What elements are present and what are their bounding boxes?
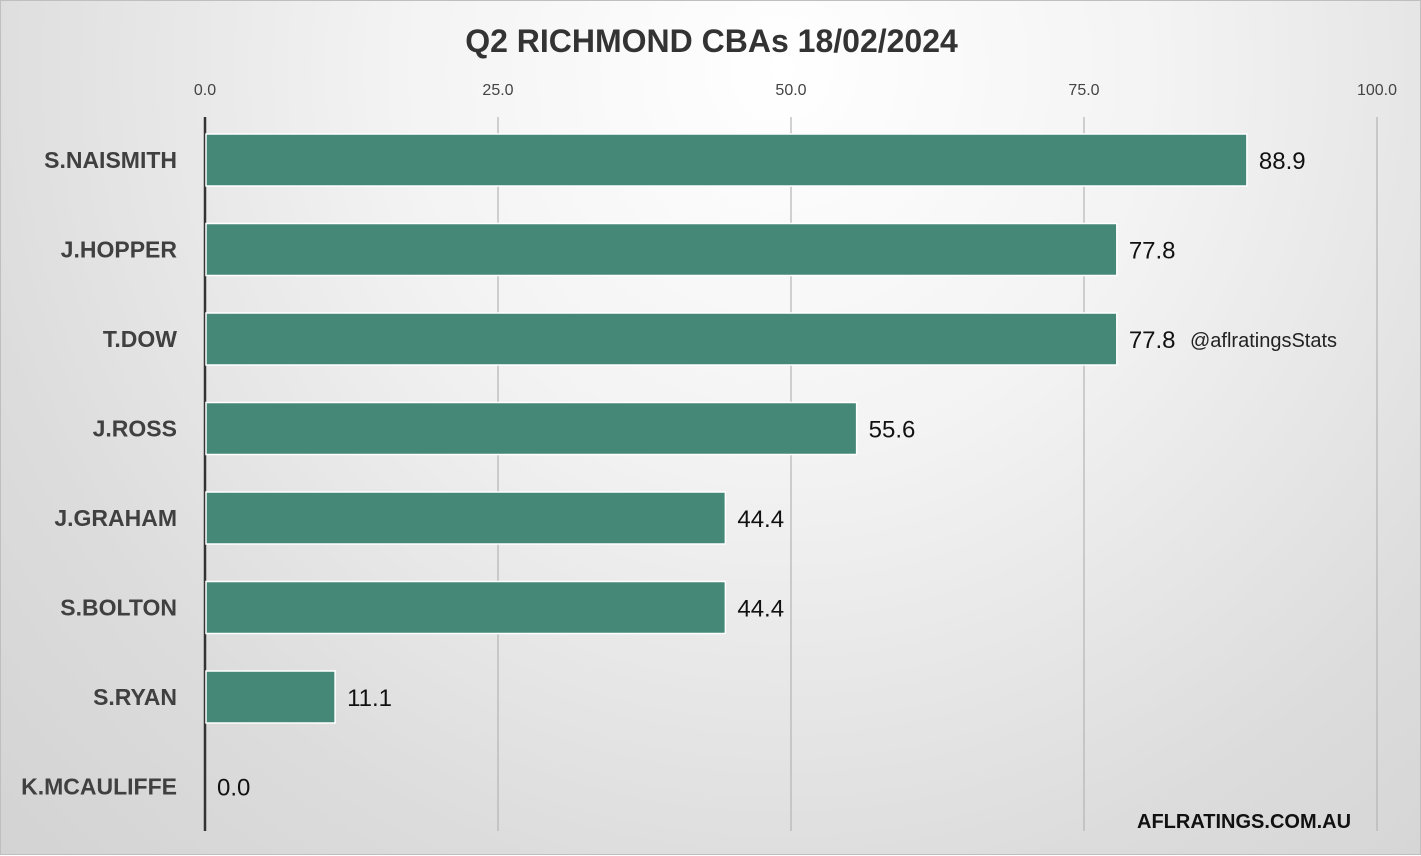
category-label: S.RYAN	[93, 684, 177, 710]
category-label: J.ROSS	[93, 416, 177, 442]
data-label: 44.4	[737, 596, 784, 623]
data-label: 55.6	[869, 417, 916, 444]
x-tick-label: 0.0	[194, 82, 216, 99]
data-label: 44.4	[737, 506, 784, 533]
data-label: 88.9	[1259, 148, 1306, 175]
category-label: K.MCAULIFFE	[21, 774, 177, 800]
data-label: 11.1	[347, 685, 392, 712]
bar	[205, 401, 858, 456]
site-label: AFLRATINGS.COM.AU	[1137, 811, 1352, 833]
category-label: T.DOW	[103, 326, 177, 352]
data-label: 77.8	[1129, 327, 1176, 354]
category-label: S.BOLTON	[60, 595, 177, 621]
x-tick-label: 50.0	[775, 82, 806, 99]
x-tick-label: 25.0	[482, 82, 513, 99]
chart-title: Q2 RICHMOND CBAs 18/02/2024	[465, 23, 958, 59]
bar	[205, 491, 727, 545]
category-label: S.NAISMITH	[44, 147, 177, 173]
bar	[205, 312, 1118, 366]
x-tick-label: 75.0	[1068, 82, 1099, 99]
bar	[205, 133, 1248, 187]
bar	[205, 670, 336, 724]
data-label: 77.8	[1129, 238, 1176, 265]
bar	[205, 222, 1118, 277]
category-label: J.HOPPER	[61, 237, 178, 263]
x-tick-label: 100.0	[1357, 82, 1397, 99]
watermark-label: @aflratingsStats	[1190, 330, 1338, 352]
data-label: 0.0	[217, 775, 250, 802]
category-label: J.GRAHAM	[54, 505, 177, 531]
bar	[205, 580, 727, 635]
